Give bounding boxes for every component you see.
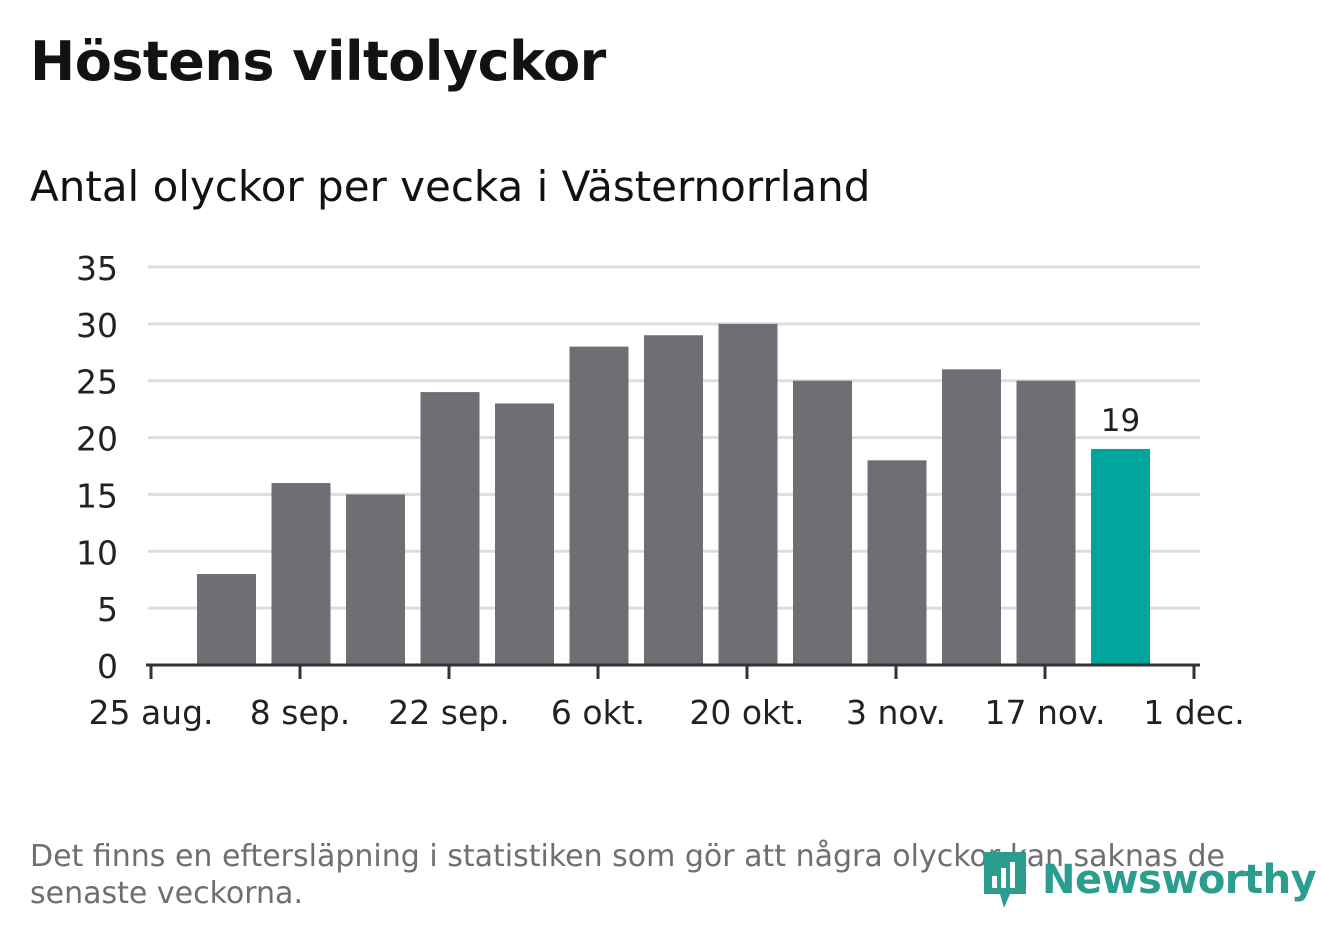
y-tick-label: 35 [76, 249, 118, 288]
x-tick-label: 1 dec. [1143, 693, 1244, 732]
x-tick-label: 25 aug. [88, 693, 213, 732]
x-tick-label: 3 nov. [846, 693, 946, 732]
x-tick-label: 20 okt. [689, 693, 804, 732]
bar [942, 369, 1001, 665]
y-tick-label: 20 [76, 420, 118, 459]
x-tick-label: 8 sep. [250, 693, 350, 732]
bar [271, 483, 331, 665]
bar [718, 323, 778, 665]
x-tick-label: 6 okt. [551, 693, 645, 732]
bar-highlight [1091, 448, 1150, 665]
y-tick-label: 30 [76, 306, 118, 345]
y-tick-label: 15 [76, 476, 118, 515]
y-tick-label: 10 [76, 533, 118, 572]
x-tick-label: 17 nov. [984, 693, 1105, 732]
bar [346, 494, 405, 665]
y-tick-label: 0 [97, 647, 118, 686]
data-label: 19 [1101, 403, 1140, 439]
bar [495, 403, 554, 665]
bar [569, 346, 629, 665]
bar [420, 392, 480, 665]
newsworthy-logo-icon [984, 852, 1026, 908]
bar [644, 335, 703, 665]
bar [1016, 380, 1076, 665]
y-tick-label: 25 [76, 363, 118, 402]
chart-title: Höstens viltolyckor [30, 30, 606, 93]
x-tick-label: 22 sep. [388, 693, 509, 732]
newsworthy-logo: Newsworthy [980, 848, 1317, 912]
y-tick-label: 5 [97, 590, 118, 629]
bar [867, 460, 927, 665]
logo-text: Newsworthy [1042, 857, 1317, 903]
bar [197, 574, 256, 665]
bar [793, 380, 852, 665]
chart-subtitle: Antal olyckor per vecka i Västernorrland [30, 162, 871, 211]
